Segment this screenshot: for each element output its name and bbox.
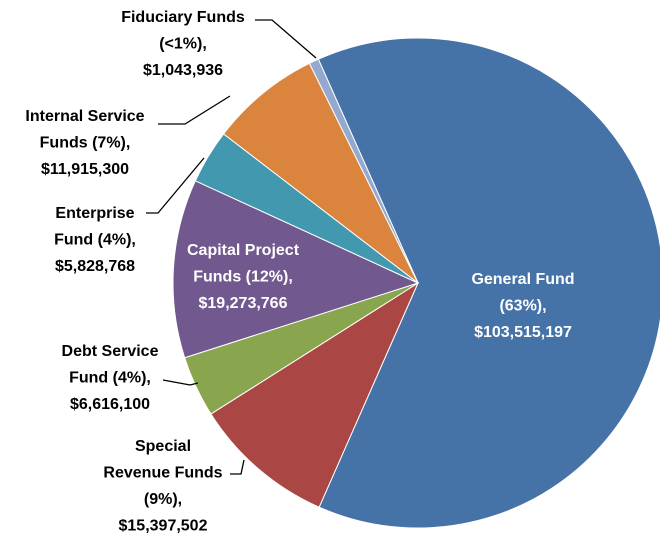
value-label: $1,043,936	[143, 62, 223, 79]
slice-label: Funds (7%),	[40, 135, 131, 152]
value-label: $103,515,197	[474, 324, 572, 341]
leader-line	[162, 379, 199, 386]
slice-label: (<1%),	[159, 36, 207, 53]
value-label: $15,397,502	[119, 518, 208, 535]
value-label: $11,915,300	[41, 161, 129, 178]
slice-label: (63%),	[499, 298, 546, 315]
slice-label: Debt Service	[62, 343, 159, 360]
pie-slice	[308, 58, 419, 284]
pie-slice	[210, 281, 420, 508]
slice-label: Enterprise	[55, 205, 134, 222]
slice-label: Fund (4%),	[69, 370, 151, 387]
slice-label: Capital Project	[187, 242, 300, 259]
slice-label: Funds (12%),	[193, 269, 293, 286]
value-label: $6,616,100	[70, 396, 150, 413]
pie-slice	[172, 180, 420, 359]
leader-line	[230, 459, 245, 475]
slice-label: (9%),	[144, 491, 182, 508]
leader-line	[255, 19, 317, 59]
leader-line	[146, 157, 205, 214]
value-label: $19,273,766	[199, 295, 288, 312]
slice-label: Special	[135, 438, 191, 455]
slice-label: Fund (4%),	[54, 232, 136, 249]
slice-label: Fiduciary Funds	[121, 9, 245, 26]
slice-label: Internal Service	[25, 108, 144, 125]
leader-line	[158, 95, 231, 125]
pie-slice	[222, 62, 419, 284]
slice-label: Revenue Funds	[103, 465, 222, 482]
slice-label: General Fund	[471, 271, 574, 288]
pie-slice	[317, 37, 660, 529]
value-label: $5,828,768	[55, 258, 135, 275]
